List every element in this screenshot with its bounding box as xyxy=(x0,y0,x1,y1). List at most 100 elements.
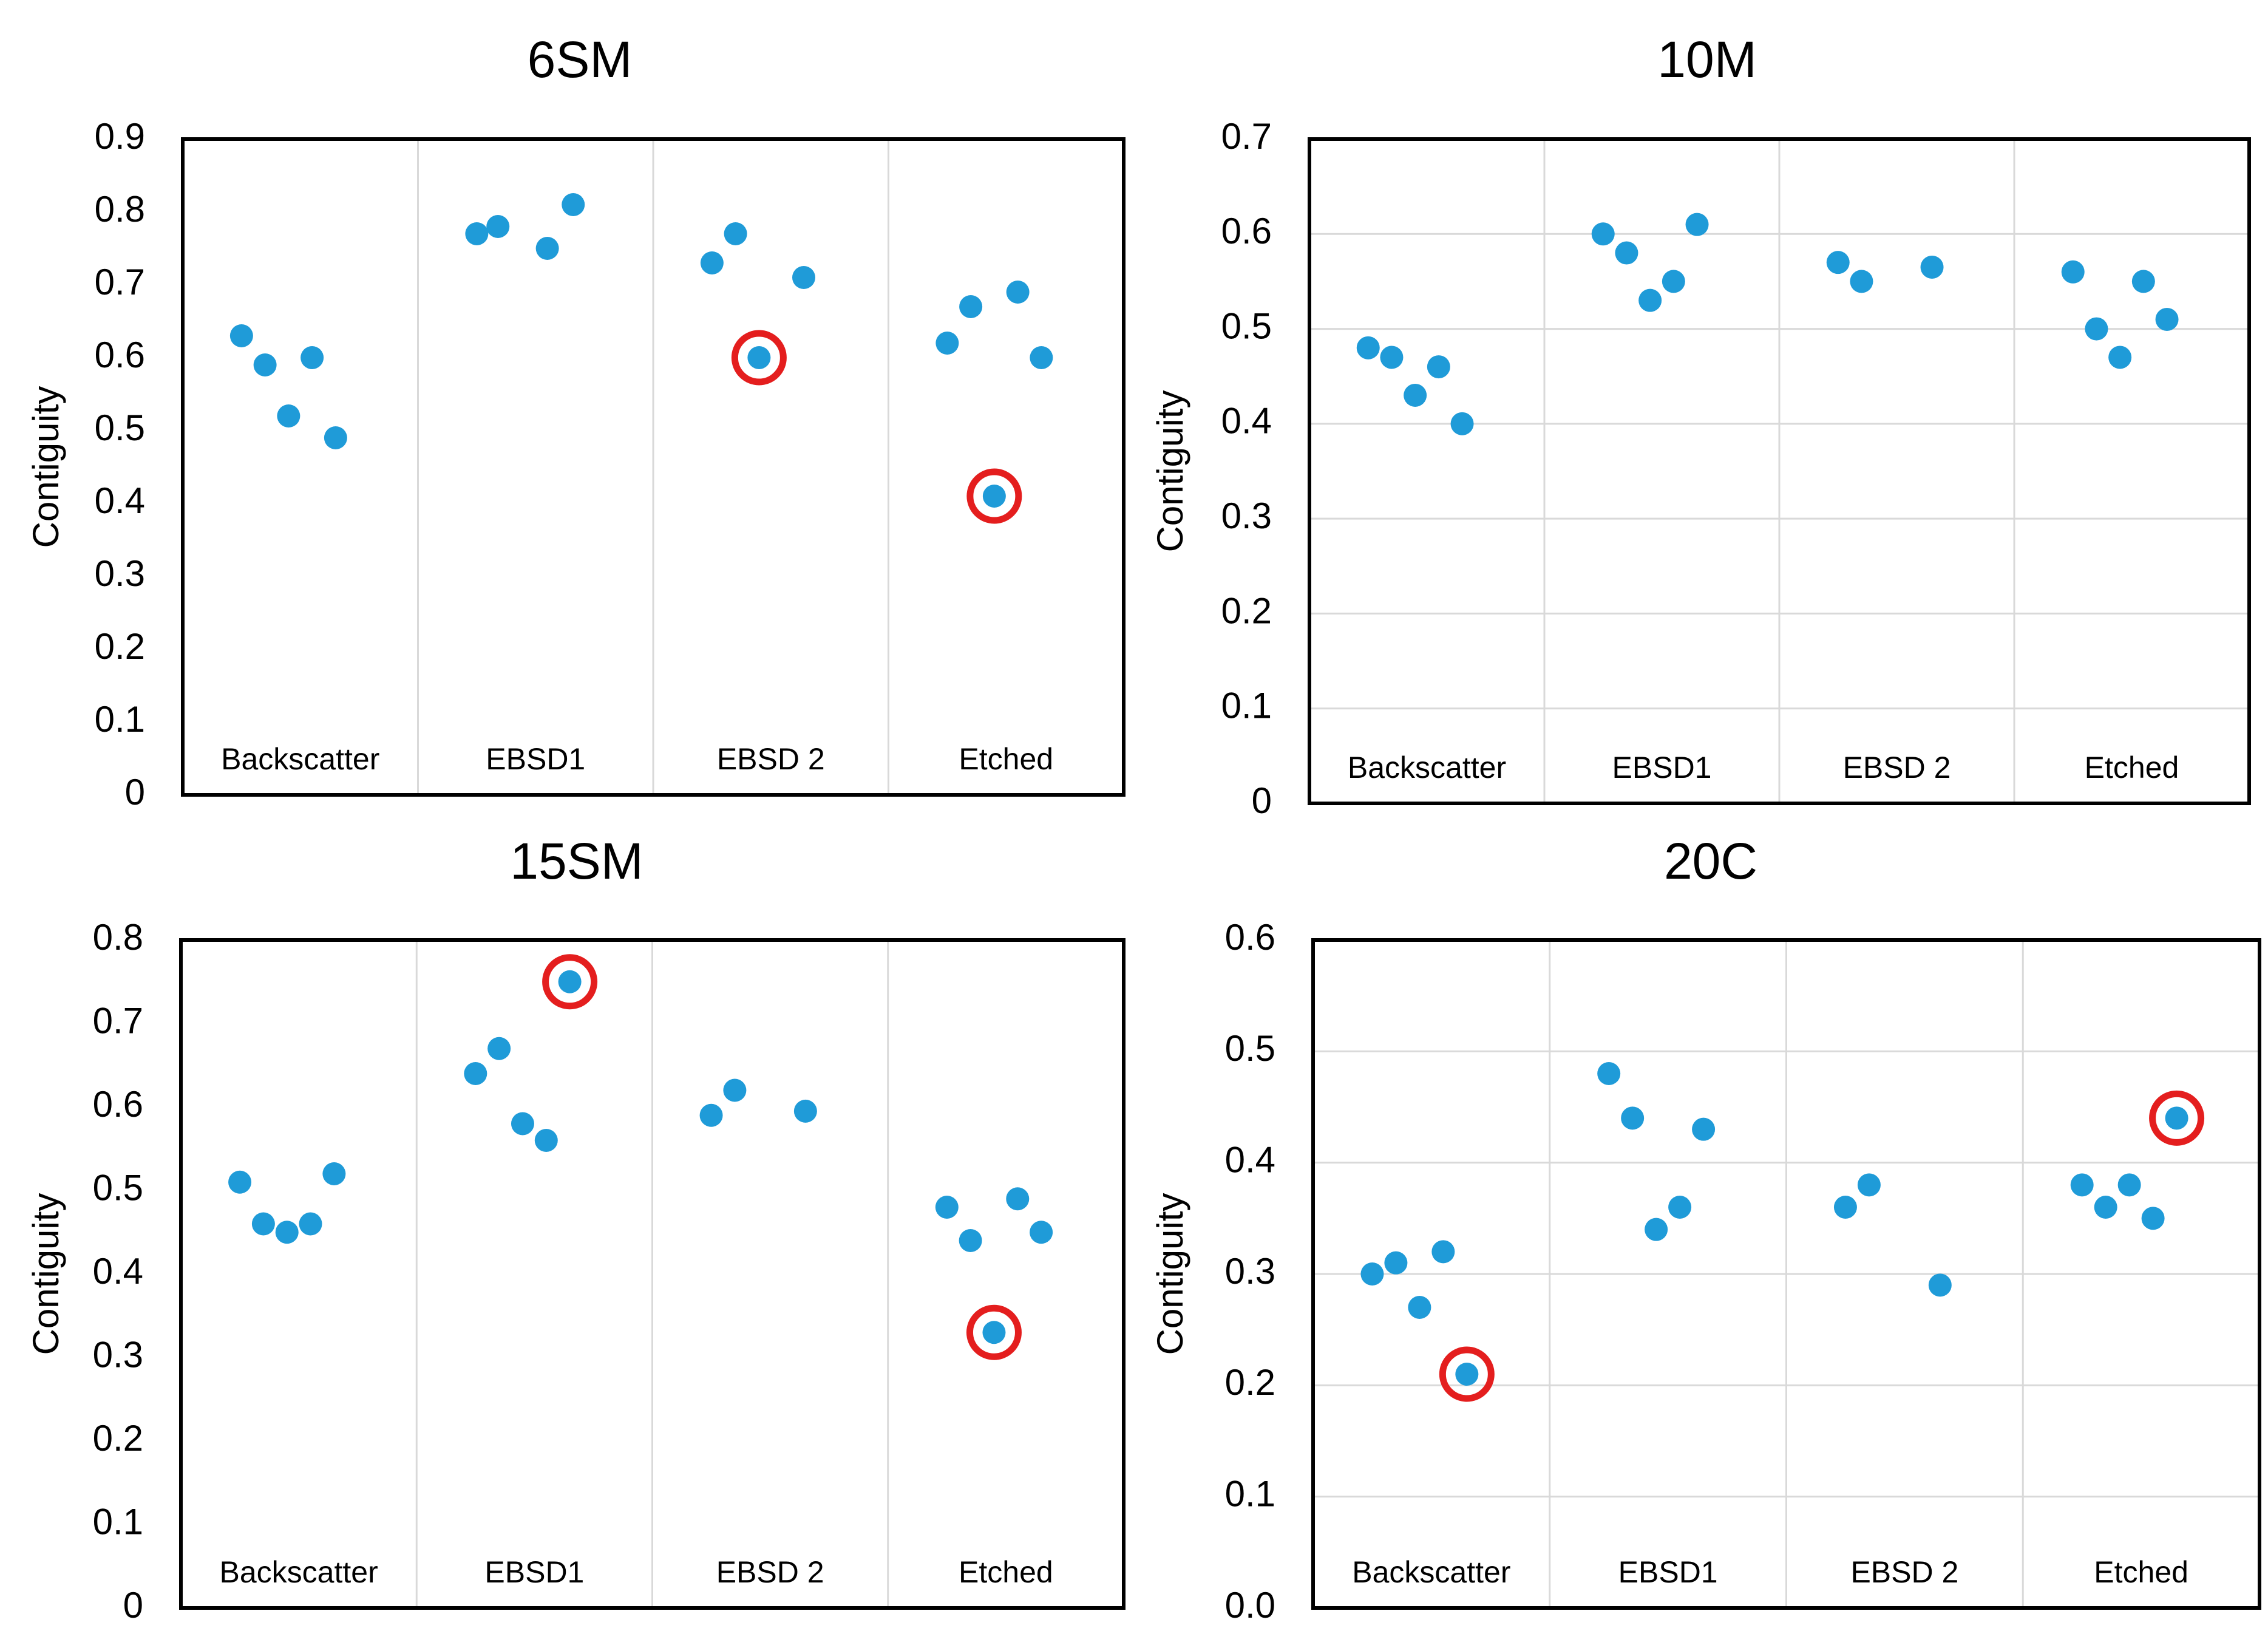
data-point xyxy=(1360,1262,1384,1286)
data-point xyxy=(2070,1173,2094,1197)
highlight-ring xyxy=(542,954,598,1010)
data-point xyxy=(1450,412,1474,435)
y-tick-label: 0.6 xyxy=(93,1084,143,1125)
data-point xyxy=(2094,1196,2117,1219)
data-point xyxy=(1427,355,1450,379)
data-point xyxy=(299,1212,322,1236)
y-tick-label: 0.7 xyxy=(1221,116,1272,157)
data-point xyxy=(2117,1173,2141,1197)
data-point xyxy=(277,404,300,427)
data-point xyxy=(1408,1296,1431,1319)
y-tick-label: 0.2 xyxy=(95,626,145,667)
chart-title: 6SM xyxy=(528,31,633,88)
y-tick-label: 0.1 xyxy=(1225,1474,1275,1514)
data-point xyxy=(535,237,559,260)
data-point xyxy=(959,1229,982,1252)
data-point xyxy=(487,1037,511,1060)
chart-panel-6sm: 6SM 0 0.1 0.2 0.3 0.4 0.5 0.6 0.7 0.8 0.9 Contiguit… xyxy=(25,31,1126,812)
data-point xyxy=(2141,1207,2165,1230)
data-point-highlighted xyxy=(982,485,1006,508)
data-point xyxy=(1621,1106,1645,1130)
data-point xyxy=(1591,222,1615,246)
y-tick-label: 0.6 xyxy=(1221,211,1272,251)
plot-frame xyxy=(179,938,1126,1610)
data-point xyxy=(253,353,277,376)
data-point xyxy=(251,1212,275,1236)
data-point xyxy=(228,1170,252,1194)
data-point xyxy=(1685,213,1709,236)
highlight-ring xyxy=(731,330,787,386)
data-point xyxy=(1928,1273,1952,1297)
data-point xyxy=(300,346,324,369)
y-axis-title: Contiguity xyxy=(25,1193,66,1355)
data-point xyxy=(534,1129,558,1152)
data-point xyxy=(1833,1196,1857,1219)
data-point-highlighted xyxy=(747,346,771,369)
y-tick-label: 0.6 xyxy=(1225,917,1275,958)
y-tick-label: 0.5 xyxy=(93,1167,143,1208)
data-point xyxy=(1597,1062,1621,1085)
data-point xyxy=(2131,270,2155,293)
category-label: Backscatter xyxy=(221,742,379,776)
category-label: Etched xyxy=(2085,751,2179,785)
category-label: EBSD 2 xyxy=(716,1555,824,1589)
highlight-ring xyxy=(2149,1090,2205,1146)
data-point-highlighted xyxy=(558,970,582,993)
data-point xyxy=(2061,260,2085,284)
y-tick-label: 0.9 xyxy=(95,116,145,157)
y-tick-label: 0.2 xyxy=(1225,1362,1275,1403)
data-point xyxy=(2108,346,2132,369)
y-tick-label: 0 xyxy=(1252,780,1272,821)
data-point xyxy=(935,332,959,355)
plot-frame xyxy=(181,137,1126,797)
y-tick-label: 0.1 xyxy=(95,699,145,740)
y-tick-label: 0.1 xyxy=(93,1501,143,1542)
y-tick-label: 0.5 xyxy=(1225,1028,1275,1069)
category-label: Backscatter xyxy=(1348,751,1506,785)
data-point xyxy=(723,1078,747,1102)
data-point xyxy=(1857,1173,1881,1197)
data-point xyxy=(792,266,815,289)
data-point xyxy=(1850,270,1873,293)
data-point xyxy=(562,193,585,216)
y-tick-label: 0.3 xyxy=(1225,1251,1275,1292)
data-point-highlighted xyxy=(2165,1106,2188,1130)
data-point xyxy=(1615,241,1638,265)
y-tick-label: 0.4 xyxy=(1225,1140,1275,1180)
data-point-highlighted xyxy=(982,1321,1006,1344)
y-tick-label: 0.3 xyxy=(93,1334,143,1375)
data-point xyxy=(1380,346,1404,369)
y-tick-label: 0 xyxy=(123,1585,143,1626)
data-point xyxy=(1638,288,1662,312)
data-point xyxy=(1030,1221,1053,1244)
data-point xyxy=(511,1112,534,1136)
data-point xyxy=(1668,1196,1692,1219)
y-tick-label: 0.8 xyxy=(95,189,145,230)
data-point xyxy=(2155,307,2179,331)
category-label: EBSD1 xyxy=(1618,1555,1718,1589)
data-point xyxy=(229,324,253,347)
category-label: EBSD 2 xyxy=(1843,751,1951,785)
data-point xyxy=(1431,1240,1455,1264)
data-point xyxy=(1662,270,1685,293)
data-point xyxy=(465,222,489,245)
data-point xyxy=(700,251,724,274)
data-point xyxy=(486,215,510,238)
y-axis-title: Contiguity xyxy=(1150,1193,1190,1355)
y-tick-label: 0.8 xyxy=(93,917,143,958)
data-point xyxy=(1006,1187,1030,1211)
category-label: Etched xyxy=(2094,1555,2188,1589)
chart-title: 15SM xyxy=(510,833,643,890)
data-point xyxy=(1404,383,1427,407)
data-point xyxy=(1006,281,1030,304)
data-point xyxy=(959,295,983,318)
category-label: EBSD 2 xyxy=(1850,1555,1958,1589)
y-tick-label: 0.0 xyxy=(1225,1585,1275,1626)
data-point xyxy=(793,1099,817,1123)
category-label: Backscatter xyxy=(220,1555,378,1589)
y-tick-label: 0.4 xyxy=(93,1251,143,1292)
category-label: Etched xyxy=(959,742,1053,776)
y-tick-label: 0.6 xyxy=(95,335,145,375)
category-label: EBSD1 xyxy=(484,1555,584,1589)
